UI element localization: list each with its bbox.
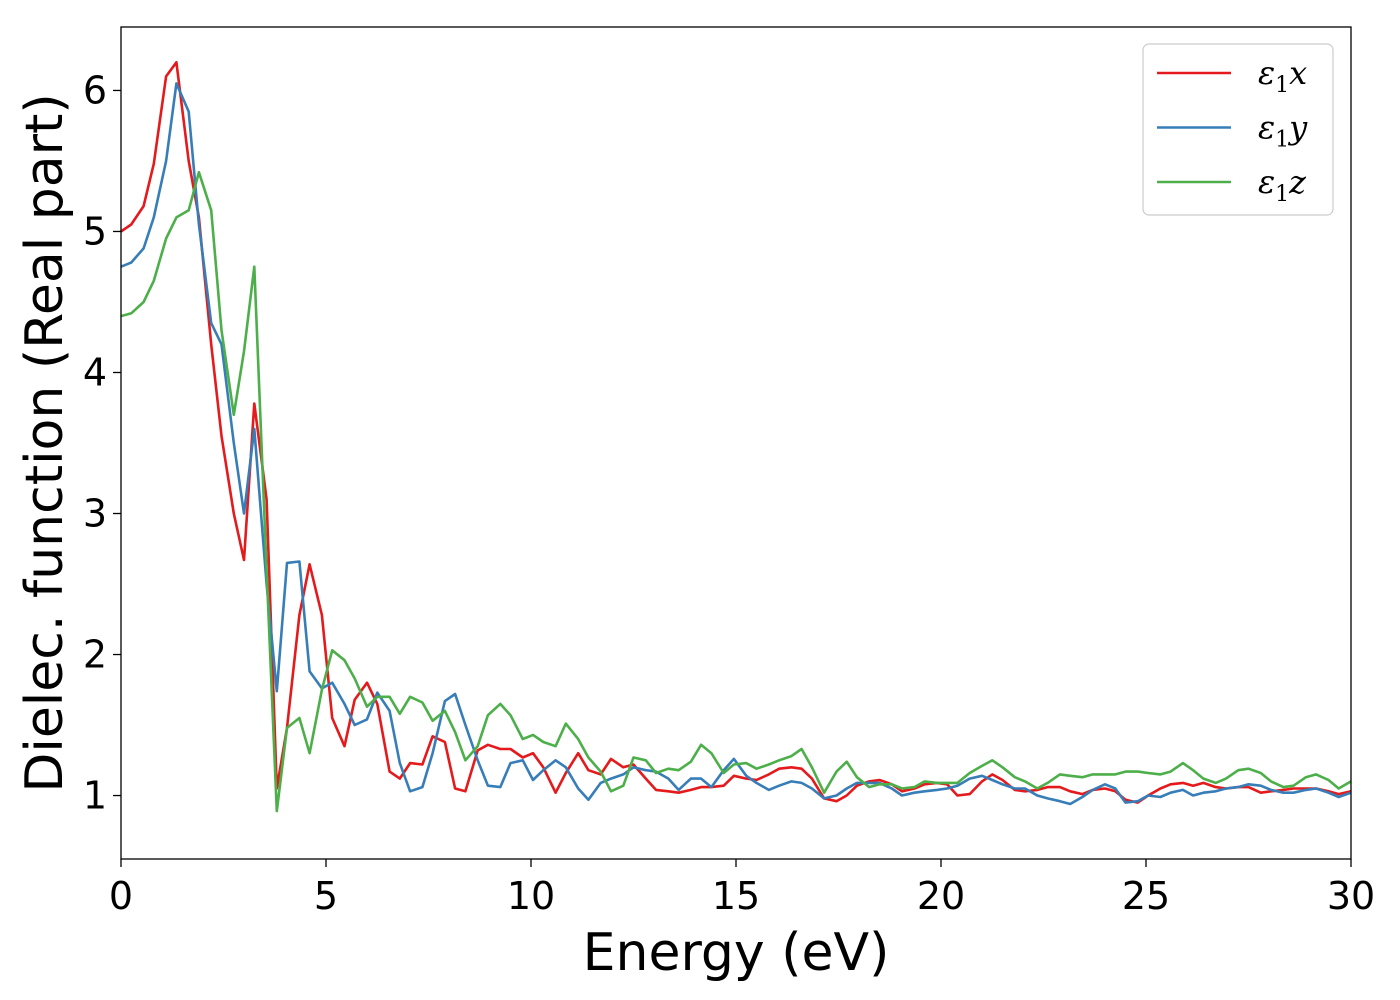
x-tick-label: 0 (109, 874, 133, 918)
x-tick-label: 5 (314, 874, 338, 918)
y-tick-label: 6 (83, 68, 107, 112)
legend-label-z: ε1z (1258, 163, 1307, 207)
legend-label-subscript: 1 (1275, 128, 1289, 153)
x-tick-label: 15 (712, 874, 760, 918)
legend-label-symbol: ε (1258, 163, 1275, 201)
x-axis: 0 5 10 15 20 25 30 (109, 859, 1375, 918)
series-line-y (120, 82, 1352, 806)
x-axis-label: Energy (eV) (583, 923, 890, 983)
legend-label-component: x (1289, 54, 1307, 92)
y-tick-label: 5 (83, 209, 107, 253)
y-tick-label: 2 (83, 633, 107, 677)
legend-label-x: ε1x (1258, 54, 1307, 98)
legend-box (1142, 43, 1334, 216)
y-tick-label: 1 (83, 774, 107, 818)
x-tick-label: 30 (1327, 874, 1375, 918)
x-tick-label: 25 (1122, 874, 1170, 918)
legend-label-component: y (1287, 109, 1308, 147)
x-tick-label: 10 (507, 874, 555, 918)
legend-label-component: z (1288, 163, 1307, 201)
series-layer (120, 61, 1352, 813)
legend-label-symbol: ε (1258, 54, 1275, 92)
legend-label-subscript: 1 (1275, 182, 1289, 207)
x-tick-label: 20 (917, 874, 965, 918)
legend-label-symbol: ε (1258, 109, 1275, 147)
y-tick-label: 3 (83, 492, 107, 536)
legend-label-subscript: 1 (1275, 73, 1289, 98)
series-line-z (120, 170, 1352, 813)
y-axis: 1 2 3 4 5 6 (83, 68, 121, 818)
y-tick-label: 4 (83, 350, 107, 394)
legend-label-y: ε1y (1258, 109, 1308, 153)
y-axis-label: Dielec. function (Real part) (15, 93, 75, 792)
